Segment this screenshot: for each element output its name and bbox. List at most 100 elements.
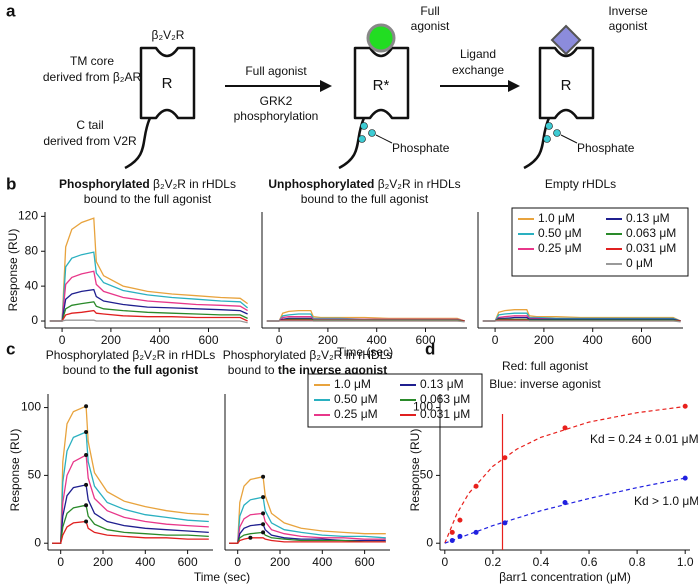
phosphate (368, 129, 376, 137)
series-line (266, 309, 465, 322)
x-tick-label: 0.2 (485, 555, 502, 569)
annotation: Kd = 0.24 ± 0.01 μM (590, 432, 698, 446)
panel-labels: a b c d (6, 1, 435, 358)
y-tick-label: 0 (34, 535, 41, 549)
point (449, 529, 455, 535)
y-tick-label: 50 (28, 468, 42, 482)
series-line (52, 431, 209, 544)
y-axis-label: Response (RU) (6, 229, 20, 312)
legend-label: 0.063 μM (420, 392, 470, 406)
tm-core-label: TM core (70, 54, 114, 68)
x-tick-label: 0 (59, 333, 66, 347)
peak-marker (84, 429, 89, 434)
legend-label: 0.25 μM (538, 241, 582, 255)
y-tick-label: 100 (413, 400, 433, 414)
y-tick-label: 0 (426, 535, 433, 549)
receptor-state: R (162, 75, 173, 92)
x-tick-label: 0 (441, 555, 448, 569)
step-label: Ligand (460, 47, 496, 61)
x-tick-label: 400 (150, 333, 170, 347)
series-line (49, 217, 248, 322)
peak-marker (261, 495, 266, 500)
x-tick-label: 400 (583, 333, 603, 347)
annotation: Kd > 1.0 μM (634, 494, 698, 508)
series-line (49, 319, 248, 324)
chart: 0 200 400 600 0 50 100 Phosphorylated β₂V₂R in … (8, 348, 250, 584)
series-line (482, 320, 681, 323)
phosphate (360, 122, 368, 130)
series-line (229, 537, 386, 544)
peak-marker (84, 404, 89, 409)
chart: 0 200 400 600 Unphosphorylated β₂V₂R in rHDL… (261, 177, 467, 359)
series-line (229, 512, 386, 544)
series-line (49, 309, 248, 322)
x-tick-label: 200 (318, 333, 338, 347)
x-axis-label: Time (sec) (194, 570, 250, 584)
title-part: Empty rHDLs (545, 177, 616, 191)
series-line (49, 270, 248, 322)
series-line (49, 251, 249, 322)
phosphate (358, 135, 366, 143)
x-tick-label: 400 (135, 555, 155, 569)
x-tick-label: 600 (415, 333, 435, 347)
ligand-label: Full (420, 4, 439, 18)
x-tick-label: 0.4 (533, 555, 550, 569)
x-tick-label: 200 (270, 555, 290, 569)
chart-title: Unphosphorylated β₂V₂R in rHDLs (268, 177, 460, 191)
tm-core-label: derived from β₂AR (43, 70, 142, 84)
receptor-state: R (561, 77, 572, 94)
title-part: Phosphorylated β₂V₂R in rHDLs (46, 348, 216, 362)
step-label: GRK2 (260, 94, 293, 108)
phosphate (553, 129, 561, 137)
x-tick-label: 0.8 (629, 555, 646, 569)
legend-label: 0.50 μM (538, 226, 582, 240)
series-line (266, 320, 465, 323)
series-line (482, 316, 681, 322)
x-tick-label: 200 (93, 555, 113, 569)
point (502, 455, 508, 461)
title-part: Unphosphorylated (268, 177, 374, 191)
chart-title: bound to the full agonist (84, 192, 212, 206)
y-tick-label: 0 (31, 313, 38, 327)
legend-box (307, 373, 483, 428)
x-tick-label: 600 (178, 555, 198, 569)
series-line (52, 484, 209, 544)
point (473, 483, 479, 489)
title-part: Phosphorylated β₂V₂R in rHDLs (223, 348, 393, 362)
point (682, 403, 688, 409)
title-part: bound to (63, 363, 113, 377)
x-tick-label: 0 (492, 333, 499, 347)
point (502, 520, 508, 526)
chart: 0 200 400 600 Empty rHDLs 1.0 μM0.50 μM0.25 μ… (477, 177, 689, 347)
x-tick-label: 600 (198, 333, 218, 347)
leader (560, 134, 578, 144)
full-agonist (366, 23, 396, 53)
chart-title: bound to the full agonist (63, 363, 198, 377)
series-line (266, 316, 465, 322)
chart-title: Phosphorylated β₂V₂R in rHDLs (223, 348, 393, 362)
panel-label: d (425, 339, 435, 358)
legend-box (511, 207, 689, 277)
x-tick-label: 0 (57, 555, 64, 569)
phosphate (543, 135, 551, 143)
x-tick-label: 1.0 (677, 555, 694, 569)
title-part: β₂V₂R in rHDLs (374, 177, 460, 191)
chart: 0 200 400 600 0 40 80 120 Phosphorylated β₂V₂R i… (6, 177, 250, 347)
x-tick-label: 600 (631, 333, 651, 347)
y-tick-label: 80 (25, 243, 39, 257)
peak-marker (248, 535, 253, 540)
ligand-label: agonist (411, 19, 450, 33)
peak-marker (261, 474, 266, 479)
y-tick-label: 100 (21, 400, 41, 414)
inverse-agonist (550, 24, 582, 56)
ligand-label: Inverse (608, 4, 648, 18)
receptor (353, 46, 410, 120)
diagram: β₂V₂R TM core derived from β₂AR C tail d… (43, 4, 648, 170)
y-axis-label: Response (RU) (408, 429, 422, 512)
x-tick-label: 200 (101, 333, 121, 347)
point (562, 500, 568, 506)
y-tick-label: 120 (18, 209, 38, 223)
c-tail (124, 117, 152, 170)
title-part: the full agonist (113, 363, 198, 377)
chart-title: Phosphorylated β₂V₂R in rHDLs (59, 177, 236, 191)
